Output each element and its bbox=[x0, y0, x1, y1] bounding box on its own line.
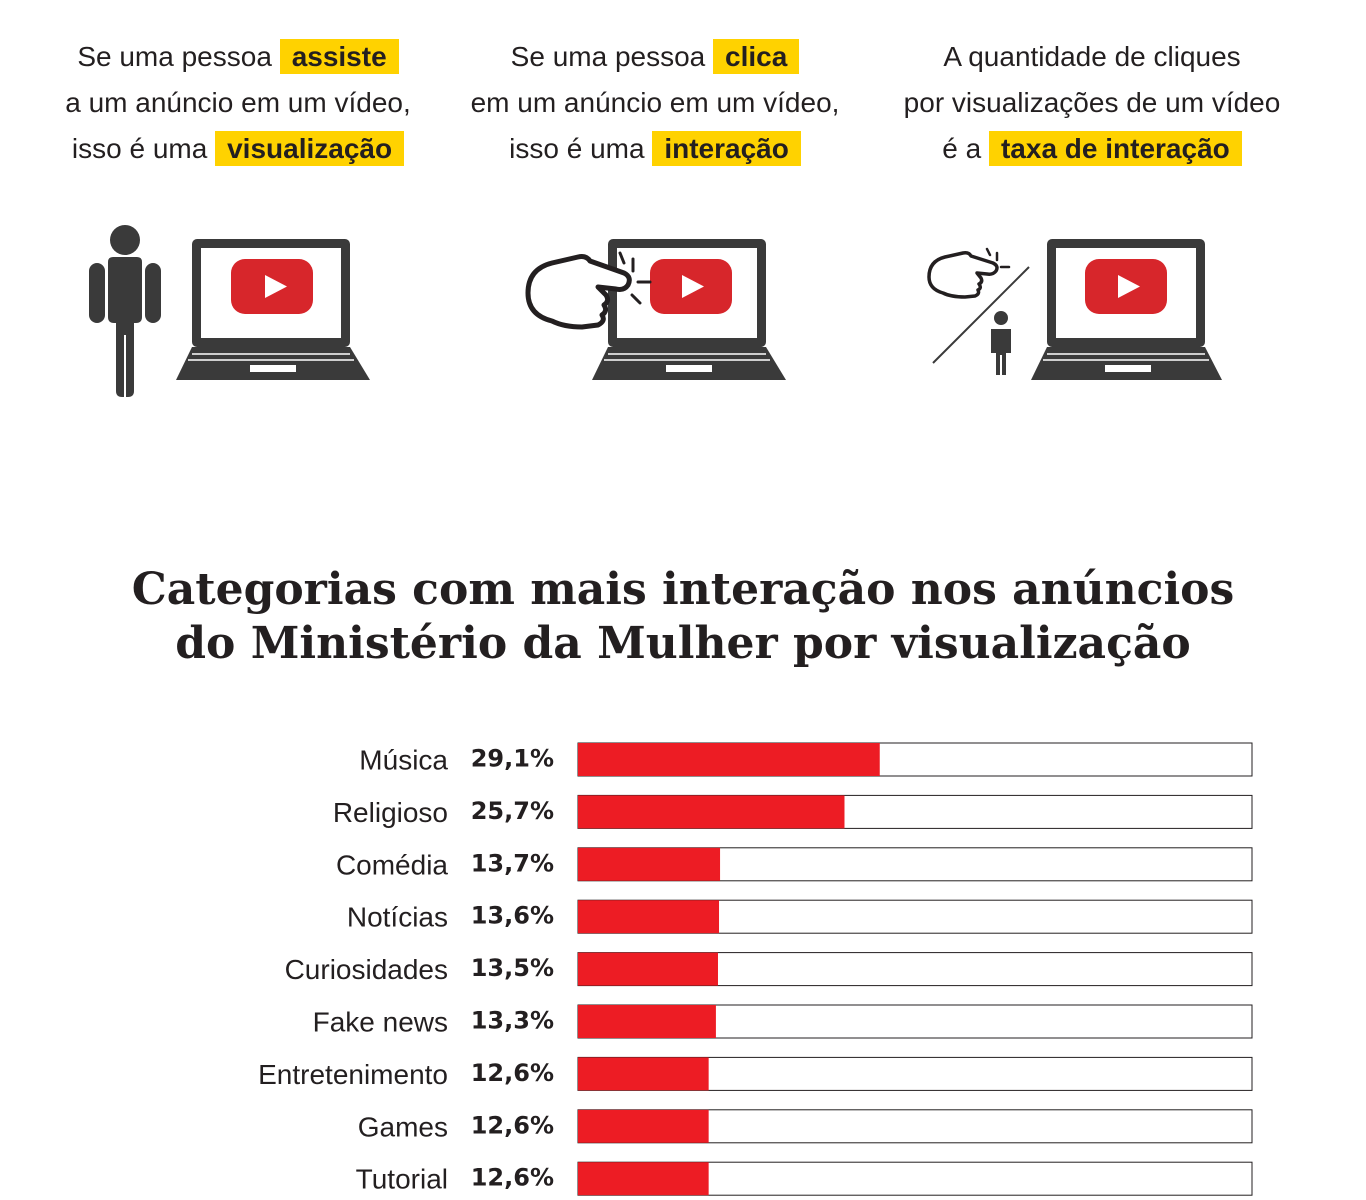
illustration-click bbox=[525, 239, 786, 380]
chart-title-line: do Ministério da Mulher por visualização bbox=[175, 618, 1191, 669]
value-label: 12,6% bbox=[471, 1111, 554, 1139]
highlight-assiste: assiste bbox=[279, 39, 399, 74]
value-label: 13,6% bbox=[471, 902, 554, 930]
value-label: 13,3% bbox=[471, 1007, 554, 1035]
explainer-view: Se uma pessoa assiste a um anúncio em um… bbox=[23, 34, 453, 172]
explainer-click: Se uma pessoa clica em um anúncio em um … bbox=[440, 34, 870, 172]
highlight-interacao: interação bbox=[652, 131, 801, 166]
value-label: 29,1% bbox=[471, 745, 554, 773]
category-label: Notícias bbox=[347, 902, 448, 933]
bar bbox=[578, 1005, 716, 1038]
value-label: 13,5% bbox=[471, 954, 554, 982]
play-button-icon bbox=[650, 259, 732, 314]
person-icon bbox=[89, 225, 161, 397]
explainer-click-text: isso é uma bbox=[509, 133, 645, 164]
play-button-icon bbox=[1085, 259, 1167, 314]
category-label: Entretenimento bbox=[258, 1059, 448, 1090]
explainer-view-text: isso é uma bbox=[71, 133, 208, 164]
bar bbox=[578, 1057, 709, 1091]
highlight-clica: clica bbox=[713, 39, 800, 74]
play-button-icon bbox=[231, 259, 313, 314]
value-label: 12,6% bbox=[471, 1059, 554, 1087]
explainer-rate-text: A quantidade de cliques bbox=[943, 41, 1241, 72]
explainer-view-text: Se uma pessoa bbox=[77, 41, 272, 72]
bar bbox=[578, 847, 721, 881]
category-label: Fake news bbox=[313, 1007, 448, 1038]
bar-chart: Música 29,1% Religioso 25,7% Comédia 13,7% Not… bbox=[258, 742, 1253, 1196]
chart-title: Categorias com mais interação nos anúnci… bbox=[0, 563, 1366, 671]
pointing-hand-icon bbox=[927, 251, 999, 299]
category-label: Música bbox=[359, 745, 448, 776]
highlight-taxa-de-interacao: taxa de interação bbox=[988, 131, 1242, 166]
bar bbox=[578, 900, 720, 934]
illustration-rate bbox=[927, 239, 1222, 380]
explainer-click-text: Se uma pessoa bbox=[510, 41, 706, 72]
explainer-click-text: em um anúncio em um vídeo, bbox=[470, 87, 840, 118]
category-label: Tutorial bbox=[356, 1164, 448, 1195]
bar bbox=[578, 1109, 709, 1143]
value-label: 13,7% bbox=[471, 849, 554, 877]
highlight-visualizacao: visualização bbox=[215, 131, 405, 166]
bar bbox=[578, 795, 845, 829]
category-label: Comédia bbox=[336, 849, 448, 880]
click-burst-icon bbox=[618, 251, 652, 305]
illustration-view bbox=[89, 225, 370, 397]
chart-title-line: Categorias com mais interação nos anúnci… bbox=[131, 564, 1235, 615]
explainer-rate-text: por visualizações de um vídeo bbox=[903, 87, 1281, 118]
bar bbox=[578, 743, 880, 776]
person-icon bbox=[991, 311, 1011, 375]
bar bbox=[578, 952, 718, 986]
explainer-view-text: a um anúncio em um vídeo, bbox=[65, 87, 411, 118]
pointing-hand-icon bbox=[525, 254, 632, 330]
category-label: Games bbox=[358, 1111, 448, 1142]
value-label: 12,6% bbox=[471, 1164, 554, 1192]
explainer-rate: A quantidade de cliques por visualizaçõe… bbox=[877, 34, 1307, 172]
value-label: 25,7% bbox=[471, 797, 554, 825]
explainer-rate-text: é a bbox=[942, 133, 982, 164]
bar bbox=[578, 1162, 709, 1196]
ratio-icon bbox=[927, 247, 1030, 375]
category-label: Religioso bbox=[333, 797, 448, 828]
category-label: Curiosidades bbox=[285, 954, 448, 985]
